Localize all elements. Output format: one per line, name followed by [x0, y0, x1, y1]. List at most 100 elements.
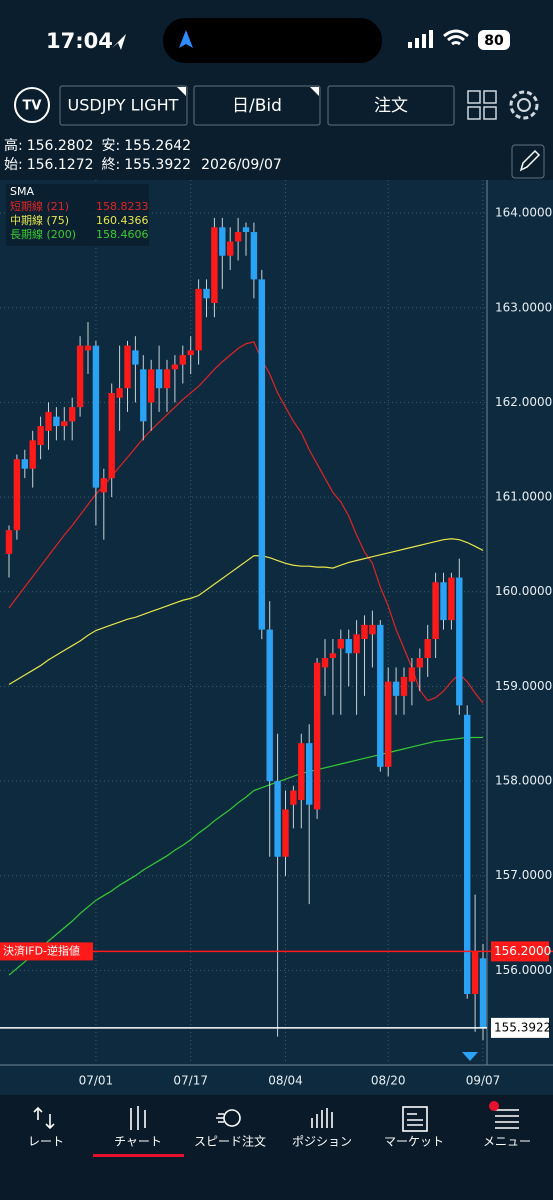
symbol-button[interactable]	[59, 85, 188, 126]
nav-label[interactable]: ポジション	[292, 1135, 352, 1149]
last-price-box	[491, 1017, 549, 1038]
signal-icon	[408, 30, 433, 48]
nav-selected-indicator	[93, 1154, 184, 1157]
candle-body	[306, 743, 313, 805]
candle-body	[171, 364, 179, 370]
nav-label[interactable]: チャート	[114, 1135, 162, 1149]
candle-body	[76, 345, 84, 408]
x-tick-label: 09/07	[466, 1074, 501, 1088]
candle-body	[5, 530, 13, 554]
low-label: 安:	[102, 138, 121, 154]
tv-logo[interactable]	[14, 87, 50, 123]
ohlc-open-row: 始: 156.1272 終: 155.3922 2026/09/07	[4, 157, 282, 173]
candle-body	[321, 657, 329, 668]
candle-body	[116, 388, 123, 398]
candle-body	[329, 653, 337, 658]
layout-button[interactable]	[467, 90, 497, 120]
close-label: 終:	[102, 157, 121, 173]
candle-body	[471, 951, 479, 995]
candle-body	[219, 227, 226, 256]
nav-arrow-icon	[179, 30, 193, 48]
high-label: 高:	[4, 137, 23, 154]
draw-button[interactable]	[511, 144, 545, 179]
open-label: 始:	[4, 157, 23, 173]
candle-body	[424, 639, 431, 658]
last-price-label: 155.3922	[494, 1020, 551, 1034]
candle-body	[21, 459, 28, 469]
order-label: 注文	[374, 96, 408, 116]
candle-body	[479, 958, 487, 1028]
candle-body	[61, 421, 68, 427]
sma-line	[8, 538, 484, 686]
candle-body	[179, 355, 186, 365]
battery-level: 80	[484, 33, 504, 49]
candle-body	[242, 227, 250, 233]
nav-icons	[33, 1106, 519, 1132]
location-icon	[112, 34, 126, 50]
x-tick-label: 08/20	[371, 1074, 406, 1088]
legend-name: 中期線 (75)	[10, 213, 69, 227]
candle-body	[274, 781, 281, 857]
battery	[478, 30, 510, 50]
candle-body	[148, 369, 155, 403]
candle-body	[282, 809, 289, 857]
candle-body	[37, 426, 44, 446]
scroll-marker[interactable]	[462, 1052, 478, 1061]
candle-body	[250, 232, 258, 280]
nav-label[interactable]: メニュー	[483, 1135, 531, 1149]
y-tick-label: 158.0000	[495, 774, 552, 788]
candle-body	[313, 662, 321, 810]
chart-icon	[130, 1106, 146, 1130]
x-tick-label: 07/01	[79, 1074, 114, 1088]
corner-mark	[310, 87, 319, 96]
candle-body	[124, 345, 131, 389]
x-tick-label: 07/17	[173, 1074, 208, 1088]
y-tick-label: 164.0000	[495, 206, 552, 220]
candle-body	[400, 676, 408, 696]
order-price: 156.2000	[494, 944, 551, 958]
nav-label[interactable]: レート	[28, 1135, 64, 1149]
candle-body	[203, 288, 210, 299]
settings-button[interactable]	[509, 90, 539, 120]
candle-body	[432, 582, 439, 640]
candle-body	[298, 743, 305, 800]
candle-body	[187, 350, 194, 356]
order-name: 決済IFD-逆指値	[3, 943, 80, 957]
order-button[interactable]	[327, 85, 455, 126]
candle-body	[392, 681, 400, 696]
candle-body	[408, 667, 416, 682]
candle-body	[45, 411, 52, 431]
close-value: 155.3922	[124, 157, 191, 173]
position-icon	[311, 1108, 333, 1128]
menu-icon	[495, 1109, 519, 1129]
candle-body	[140, 369, 147, 422]
y-tick-label: 162.0000	[495, 395, 552, 409]
candle-body	[377, 624, 384, 767]
timeframe-button[interactable]	[193, 85, 321, 126]
legend-title: SMA	[10, 185, 34, 198]
candle-body	[195, 288, 202, 351]
candle-body	[440, 582, 447, 621]
candle-body	[353, 634, 360, 654]
symbol-label: USDJPY LIGHT	[68, 96, 179, 115]
legend-value: 160.4366	[96, 214, 149, 227]
candle-body	[337, 639, 344, 649]
candle-body	[84, 345, 92, 351]
candle-body	[290, 790, 297, 805]
sma-line	[8, 341, 484, 704]
y-tick-label: 159.0000	[495, 679, 552, 693]
candle-body	[13, 459, 21, 531]
tv-logo-text: TV	[23, 99, 42, 114]
candle-body	[211, 227, 218, 304]
nav-label[interactable]: マーケット	[384, 1135, 444, 1149]
legend-value: 158.8233	[96, 200, 149, 213]
nav-label[interactable]: スピード注文	[194, 1134, 266, 1149]
notification-badge	[489, 1101, 499, 1111]
market-lines	[407, 1113, 423, 1126]
candle-body	[29, 440, 36, 469]
candle-body	[456, 577, 463, 706]
pencil-icon	[519, 149, 541, 172]
legend-value: 158.4606	[96, 228, 149, 241]
candle-body	[385, 681, 392, 767]
